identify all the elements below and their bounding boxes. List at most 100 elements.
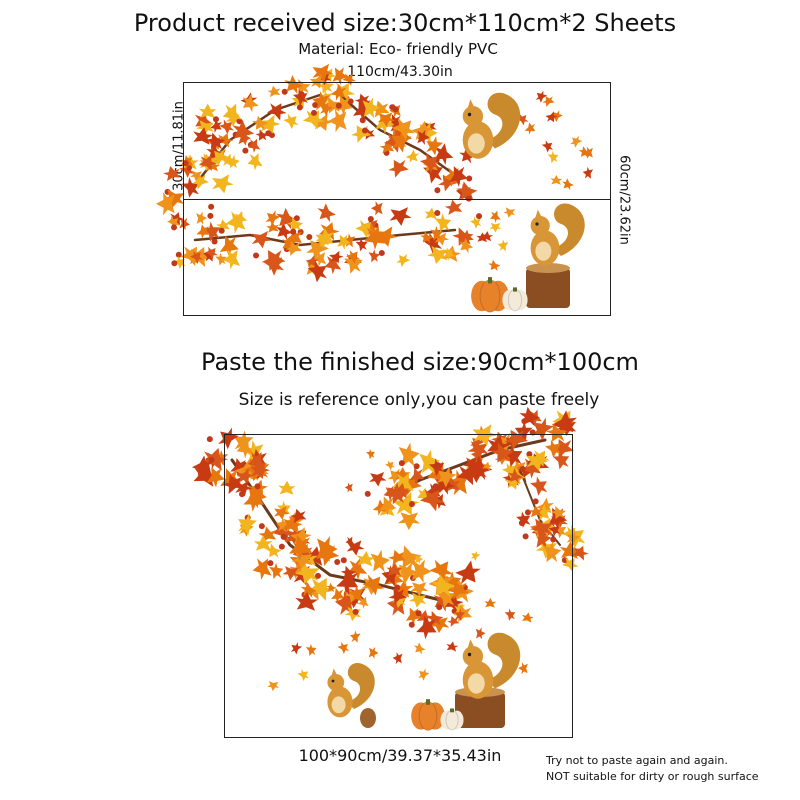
- maple-leaf: [219, 119, 235, 135]
- note-line-1: Try not to paste again and again.: [546, 754, 728, 767]
- berry: [171, 260, 178, 267]
- maple-leaf: [547, 507, 567, 530]
- maple-leaf: [392, 579, 414, 600]
- maple-leaf: [290, 508, 307, 524]
- maple-leaf: [534, 504, 552, 522]
- maple-leaf: [283, 113, 299, 130]
- maple-leaf: [211, 174, 234, 194]
- maple-leaf: [242, 93, 259, 113]
- berry: [280, 533, 287, 540]
- maple-leaf: [392, 652, 403, 665]
- maple-leaf: [199, 155, 217, 171]
- berry: [314, 572, 321, 579]
- berry: [278, 543, 285, 550]
- maple-leaf: [193, 464, 220, 487]
- maple-leaf: [530, 476, 548, 496]
- berry: [296, 104, 303, 111]
- maple-leaf: [287, 217, 304, 232]
- maple-leaf: [319, 102, 333, 117]
- berry: [361, 127, 368, 134]
- maple-leaf: [419, 449, 440, 474]
- maple-leaf: [532, 417, 554, 441]
- berry: [434, 187, 441, 194]
- maple-leaf: [489, 222, 502, 233]
- maple-leaf: [430, 574, 456, 597]
- maple-leaf: [292, 89, 308, 106]
- maple-leaf: [488, 259, 501, 271]
- maple-leaf: [472, 424, 497, 446]
- maple-leaf: [362, 574, 385, 596]
- maple-leaf: [502, 444, 523, 468]
- maple-leaf: [550, 505, 566, 520]
- maple-leaf: [393, 472, 414, 497]
- maple-leaf: [414, 554, 424, 565]
- squirrel-ear: [535, 209, 542, 218]
- berry: [265, 130, 272, 137]
- maple-leaf: [247, 138, 261, 153]
- maple-leaf: [546, 423, 568, 442]
- maple-leaf: [191, 455, 213, 477]
- maple-leaf: [285, 241, 303, 256]
- maple-leaf: [516, 511, 531, 528]
- maple-leaf: [391, 117, 416, 141]
- maple-leaf: [436, 586, 456, 609]
- berry: [436, 604, 443, 611]
- maple-leaf: [542, 96, 555, 107]
- maple-leaf: [416, 615, 437, 640]
- maple-leaf: [337, 234, 351, 250]
- maple-leaf: [438, 174, 458, 192]
- maple-leaf: [179, 217, 191, 231]
- maple-leaf: [570, 135, 583, 148]
- maple-leaf: [342, 73, 357, 86]
- maple-leaf: [334, 95, 353, 116]
- squirrel-belly: [467, 133, 485, 154]
- maple-leaf: [205, 132, 226, 150]
- berry: [218, 227, 225, 234]
- berry: [310, 109, 317, 116]
- maple-leaf: [545, 111, 558, 123]
- maple-leaf: [459, 147, 476, 164]
- maple-leaf: [562, 557, 579, 573]
- pumpkin: [440, 708, 464, 731]
- squirrel-tail: [553, 203, 585, 256]
- berry: [359, 117, 366, 124]
- finished-artwork: [191, 406, 589, 731]
- squirrel-eye: [467, 112, 472, 117]
- maple-leaf: [265, 210, 281, 226]
- maple-leaf: [210, 149, 229, 166]
- berry: [290, 228, 297, 235]
- maple-leaf: [271, 521, 296, 544]
- squirrel-belly: [467, 673, 485, 694]
- maple-leaf: [454, 608, 466, 621]
- berry: [394, 584, 401, 591]
- maple-leaf: [232, 119, 255, 143]
- maple-leaf: [238, 513, 257, 536]
- berry: [212, 116, 219, 123]
- maple-leaf: [315, 227, 335, 249]
- maple-leaf: [528, 505, 543, 518]
- squirrel: [462, 92, 521, 159]
- maple-leaf: [504, 608, 516, 621]
- maple-leaf: [470, 550, 481, 562]
- maple-leaf: [320, 68, 337, 82]
- berry: [254, 483, 261, 490]
- maple-leaf: [518, 662, 528, 675]
- maple-leaf: [423, 160, 443, 184]
- berry: [465, 195, 472, 202]
- maple-leaf: [502, 463, 518, 479]
- maple-leaf: [297, 668, 309, 682]
- maple-leaf: [405, 149, 420, 163]
- maple-leaf: [155, 192, 175, 216]
- maple-leaf: [389, 207, 412, 226]
- maple-leaf: [411, 120, 433, 141]
- maple-leaf: [355, 219, 375, 239]
- maple-leaf: [324, 255, 342, 275]
- maple-leaf: [253, 535, 273, 551]
- pinecone: [360, 708, 376, 728]
- maple-leaf: [312, 91, 330, 111]
- berry: [334, 558, 341, 565]
- maple-leaf: [409, 592, 427, 608]
- squirrel: [462, 632, 521, 699]
- maple-leaf: [312, 63, 334, 83]
- maple-leaf: [564, 526, 579, 541]
